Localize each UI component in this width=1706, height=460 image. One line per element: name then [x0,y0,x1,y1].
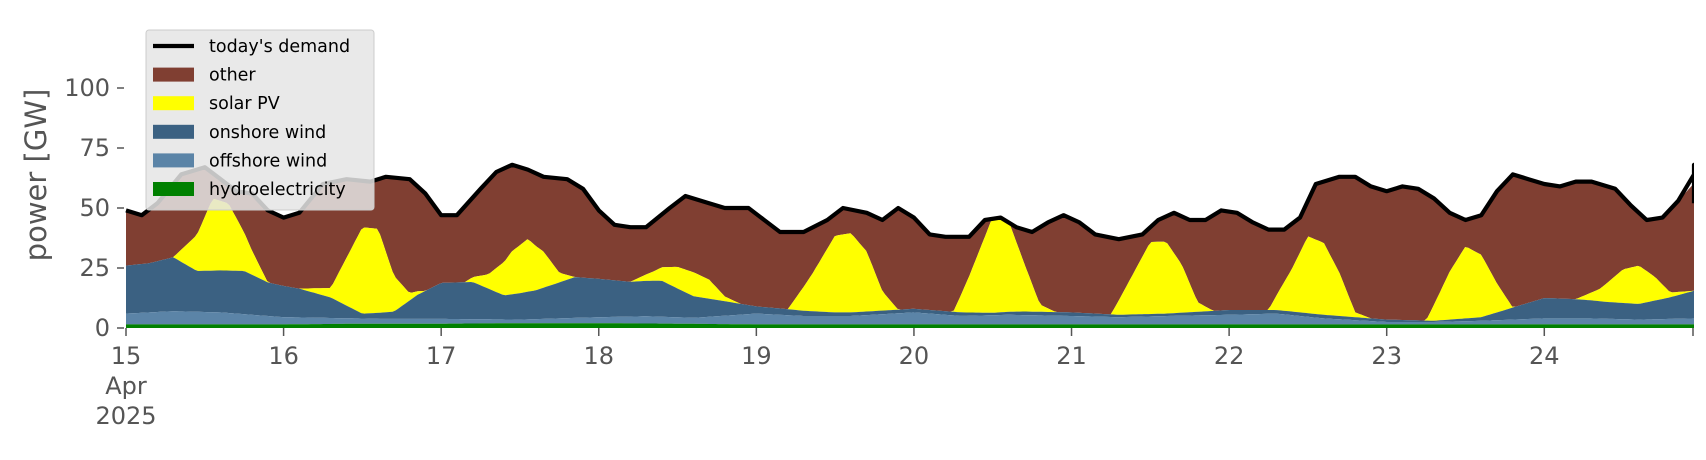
legend-swatch [153,67,194,82]
y-tick-label: 25 [79,254,110,282]
y-tick-label: 75 [79,134,110,162]
legend-swatch [153,153,194,168]
legend-label: offshore wind [209,151,327,171]
x-tick-label: 19 [741,342,772,370]
legend-box [145,29,375,211]
area-offshore-wind [126,311,1694,325]
x-tick-label: 21 [1056,342,1087,370]
x-tick-label: 2025 [95,402,156,430]
legend-label: other [209,66,256,86]
x-tick-label: 17 [426,342,457,370]
area-onshore-wind [126,257,1694,322]
x-tick-label: 15 [111,342,142,370]
legend-label: today's demand [209,37,350,57]
legend-label: solar PV [209,94,280,114]
area-other [126,165,1694,321]
x-tick-label: 24 [1529,342,1560,370]
area-solar-pv [126,198,1694,321]
x-tick-label: 23 [1371,342,1402,370]
area-hydroelectricity [126,323,1694,328]
legend-label: onshore wind [209,123,326,143]
line-todays-demand [125,162,1694,242]
y-tick-label: 100 [64,74,110,102]
y-tick-label: 50 [79,194,110,222]
x-tick-label: 22 [1214,342,1245,370]
y-tick-label: 0 [95,314,110,342]
legend-swatch [153,182,194,196]
x-tick-label: 20 [899,342,930,370]
legend-swatch [153,96,194,111]
x-tick-label: 18 [583,342,614,370]
legend-swatch [153,124,194,139]
x-tick-label: 16 [268,342,299,370]
y-axis-title: power [GW] [19,89,53,262]
legend: today's demand other solar PV onshore wind o… [145,29,375,211]
legend-label: hydroelectricity [209,180,346,200]
x-tick-label: Apr [105,372,147,400]
plot-area [125,162,1694,328]
